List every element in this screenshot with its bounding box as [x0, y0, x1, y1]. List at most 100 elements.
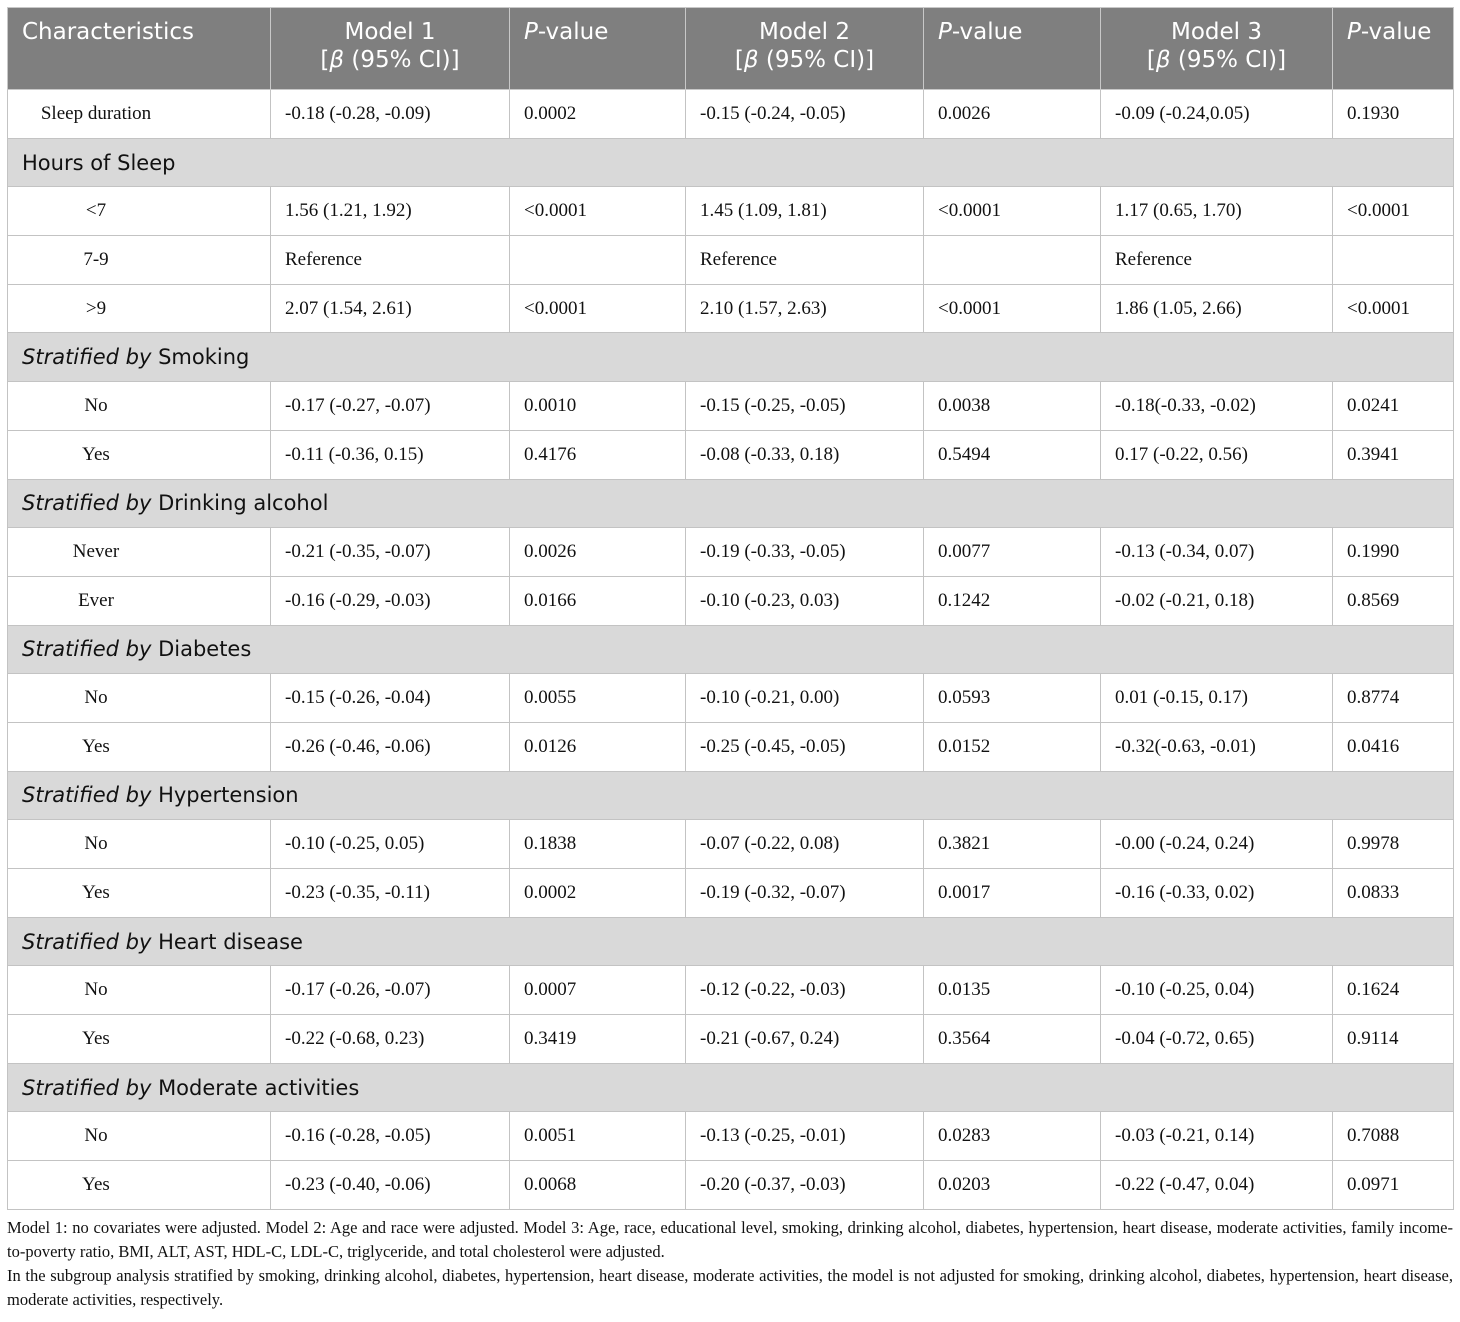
cell: 0.0038	[923, 381, 1101, 431]
cell: 0.0416	[1332, 721, 1454, 772]
column-header: P-value	[1332, 7, 1454, 90]
column-header: P-value	[509, 7, 686, 90]
cell: 0.1990	[1332, 527, 1454, 577]
cell: 0.4176	[509, 429, 686, 480]
data-row: No -0.10 (-0.25, 0.05) 0.1838 -0.07 (-0.22,…	[7, 819, 1454, 869]
group-text: Drinking alcohol	[151, 491, 329, 516]
data-row: Never -0.21 (-0.35, -0.07) 0.0026 -0.19 (-0…	[7, 527, 1454, 577]
cell: 0.0055	[509, 673, 686, 723]
group-cell: Stratified by Moderate activities	[7, 1062, 1454, 1113]
group-cell: Stratified by Smoking	[7, 332, 1454, 383]
cell: -0.22 (-0.47, 0.04)	[1100, 1160, 1333, 1210]
cell: -0.04 (-0.72, 0.65)	[1100, 1014, 1333, 1064]
row-label: Never	[7, 527, 271, 577]
group-cell: Stratified by Diabetes	[7, 624, 1454, 675]
column-header: Characteristics	[7, 7, 271, 90]
cell: -0.23 (-0.40, -0.06)	[270, 1160, 510, 1210]
header-text: [	[320, 47, 330, 73]
data-row: Yes -0.22 (-0.68, 0.23) 0.3419 -0.21 (-0.67…	[7, 1014, 1454, 1064]
group-italic: Stratified by	[22, 1075, 152, 1100]
cell: -0.12 (-0.22, -0.03)	[685, 965, 924, 1016]
row-label: No	[7, 819, 271, 869]
cell: -0.03 (-0.21, 0.14)	[1100, 1111, 1333, 1162]
cell: 2.10 (1.57, 2.63)	[685, 283, 924, 334]
row-label: 7-9	[7, 235, 271, 285]
row-label: Yes	[7, 721, 271, 772]
cell: <0.0001	[1332, 283, 1454, 334]
cell: 0.0166	[509, 575, 686, 626]
cell: 0.3821	[923, 819, 1101, 869]
data-row: >9 2.07 (1.54, 2.61) <0.0001 2.10 (1.57, 2.…	[7, 283, 1454, 334]
cell	[923, 235, 1101, 285]
cell: -0.00 (-0.24, 0.24)	[1100, 819, 1333, 869]
header-italic: β	[329, 47, 345, 73]
group-text: Heart disease	[151, 929, 303, 954]
header-line: Model 1	[344, 19, 436, 45]
cell: -0.23 (-0.35, -0.11)	[270, 868, 510, 918]
cell: -0.17 (-0.26, -0.07)	[270, 965, 510, 1016]
data-row: Yes -0.26 (-0.46, -0.06) 0.0126 -0.25 (-0.4…	[7, 721, 1454, 772]
group-italic: Stratified by	[22, 637, 152, 662]
row-label: Yes	[7, 429, 271, 480]
row-label: No	[7, 673, 271, 723]
column-header: Model 1 [β (95% CI)]	[270, 7, 510, 90]
cell: 0.0010	[509, 381, 686, 431]
cell: 0.01 (-0.15, 0.17)	[1100, 673, 1333, 723]
cell: -0.08 (-0.33, 0.18)	[685, 429, 924, 480]
cell: -0.21 (-0.67, 0.24)	[685, 1014, 924, 1064]
column-header: Model 2 [β (95% CI)]	[685, 7, 924, 90]
data-row: 7-9 Reference Reference Reference	[7, 235, 1454, 285]
cell: 0.0017	[923, 868, 1101, 918]
cell: -0.16 (-0.33, 0.02)	[1100, 868, 1333, 918]
data-row: Ever -0.16 (-0.29, -0.03) 0.0166 -0.10 (-0.…	[7, 575, 1454, 626]
row-label: Yes	[7, 868, 271, 918]
column-header: P-value	[923, 7, 1101, 90]
group-italic: Stratified by	[22, 783, 152, 808]
group-cell: Stratified by Drinking alcohol	[7, 478, 1454, 529]
cell: 0.0026	[509, 527, 686, 577]
data-row: No -0.15 (-0.26, -0.04) 0.0055 -0.10 (-0.21…	[7, 673, 1454, 723]
results-table: Characteristics Model 1 [β (95% CI)] P-valu…	[7, 7, 1454, 1210]
table-body: Sleep duration -0.18 (-0.28, -0.09) 0.0002…	[7, 89, 1454, 1210]
footnotes: Model 1: no covariates were adjusted. Mo…	[7, 1216, 1453, 1312]
row-label: >9	[7, 283, 271, 334]
cell: 0.9978	[1332, 819, 1454, 869]
header-text: (95% CI)]	[344, 47, 460, 73]
cell: 0.0126	[509, 721, 686, 772]
cell: 1.17 (0.65, 1.70)	[1100, 186, 1333, 237]
cell: -0.20 (-0.37, -0.03)	[685, 1160, 924, 1210]
cell: 0.0135	[923, 965, 1101, 1016]
cell: -0.18(-0.33, -0.02)	[1100, 381, 1333, 431]
cell: <0.0001	[923, 186, 1101, 237]
cell: 0.0026	[923, 89, 1101, 139]
header-italic: β	[743, 47, 759, 73]
cell: 0.3941	[1332, 429, 1454, 480]
cell: -0.11 (-0.36, 0.15)	[270, 429, 510, 480]
header-text: -value	[1360, 19, 1432, 45]
header-italic: P	[938, 19, 952, 45]
cell: <0.0001	[509, 186, 686, 237]
row-label: <7	[7, 186, 271, 237]
cell: 0.17 (-0.22, 0.56)	[1100, 429, 1333, 480]
cell: -0.02 (-0.21, 0.18)	[1100, 575, 1333, 626]
header-text: (95% CI)]	[758, 47, 875, 73]
cell: 0.3419	[509, 1014, 686, 1064]
cell: -0.26 (-0.46, -0.06)	[270, 721, 510, 772]
cell: -0.13 (-0.34, 0.07)	[1100, 527, 1333, 577]
cell: -0.25 (-0.45, -0.05)	[685, 721, 924, 772]
table-head: Characteristics Model 1 [β (95% CI)] P-valu…	[7, 7, 1454, 90]
header-text: [	[734, 47, 744, 73]
cell: 0.0241	[1332, 381, 1454, 431]
cell: 0.1930	[1332, 89, 1454, 139]
cell: 0.7088	[1332, 1111, 1454, 1162]
cell: 0.3564	[923, 1014, 1101, 1064]
cell: 1.86 (1.05, 2.66)	[1100, 283, 1333, 334]
header-line: [β (95% CI)]	[700, 46, 909, 74]
data-row: No -0.16 (-0.28, -0.05) 0.0051 -0.13 (-0.25…	[7, 1111, 1454, 1162]
cell	[509, 235, 686, 285]
cell: 0.8569	[1332, 575, 1454, 626]
data-row: <7 1.56 (1.21, 1.92) <0.0001 1.45 (1.09, 1.…	[7, 186, 1454, 237]
cell	[1332, 235, 1454, 285]
row-label: Sleep duration	[7, 89, 271, 139]
